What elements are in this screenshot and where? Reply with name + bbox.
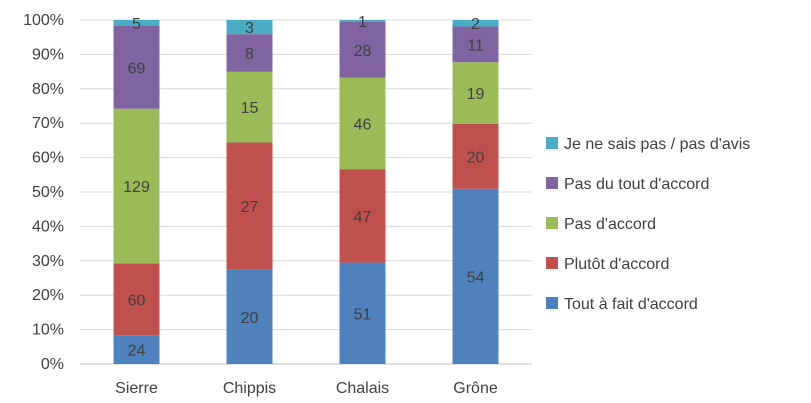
- bar-segment: [226, 20, 273, 35]
- data-label: 60: [128, 292, 146, 309]
- legend-label: Pas du tout d'accord: [564, 176, 709, 193]
- data-label: 54: [467, 269, 485, 286]
- data-label: 129: [123, 179, 150, 196]
- bar-segment: [452, 26, 499, 63]
- data-label: 3: [245, 20, 254, 37]
- legend-swatch: [546, 217, 558, 229]
- data-label: 28: [354, 43, 372, 60]
- bar-segment: [113, 108, 160, 264]
- data-label: 47: [354, 209, 372, 226]
- bar-segment: [339, 169, 386, 263]
- legend-swatch: [546, 297, 558, 309]
- x-tick-label: Sierre: [115, 380, 158, 397]
- y-tick-label: 90%: [32, 46, 64, 63]
- legend-label: Tout à fait d'accord: [564, 296, 698, 313]
- data-label: 15: [241, 100, 259, 117]
- data-label: 24: [128, 343, 146, 360]
- data-label: 5: [132, 16, 141, 33]
- y-tick-label: 20%: [32, 287, 64, 304]
- data-label: 19: [467, 86, 485, 103]
- bar-segment: [339, 77, 386, 170]
- x-axis-tick-labels: Sierre Chippis Chalais Grône: [115, 380, 498, 397]
- bar-segment: [452, 62, 499, 124]
- data-labels: 24 60 129 69 5 20 27 15 8 3 51 47 46 28 1 54 20 19 11 2: [123, 14, 484, 360]
- bar-segment: [452, 20, 499, 27]
- bar-segment: [226, 34, 273, 72]
- y-tick-label: 50%: [32, 184, 64, 201]
- y-tick-label: 70%: [32, 115, 64, 132]
- data-label: 8: [245, 46, 254, 63]
- data-label: 27: [241, 199, 259, 216]
- bar-segment: [113, 25, 160, 109]
- y-tick-label: 0%: [41, 356, 64, 373]
- legend-label: Je ne sais pas / pas d'avis: [564, 136, 750, 153]
- bar-segment: [452, 123, 499, 189]
- legend-swatch: [546, 177, 558, 189]
- y-tick-label: 40%: [32, 218, 64, 235]
- bar-segment: [339, 21, 386, 78]
- data-label: 2: [471, 16, 480, 33]
- data-label: 51: [354, 306, 372, 323]
- legend: Je ne sais pas / pas d'avis Pas du tout d…: [546, 136, 750, 313]
- legend-swatch: [546, 137, 558, 149]
- bar-segment: [113, 20, 160, 26]
- bar-segment: [113, 263, 160, 336]
- bar-segment: [339, 262, 386, 364]
- y-tick-label: 60%: [32, 150, 64, 167]
- legend-label: Plutôt d'accord: [564, 256, 669, 273]
- bar-segment: [339, 20, 386, 22]
- bars: [113, 20, 499, 364]
- bar-segment: [113, 335, 160, 364]
- bar-segment: [226, 142, 273, 270]
- bar-segment: [226, 71, 273, 143]
- bar-segment: [226, 269, 273, 364]
- data-label: 69: [128, 60, 146, 77]
- data-label: 20: [467, 149, 485, 166]
- data-label: 11: [467, 37, 484, 54]
- x-tick-label: Chalais: [336, 380, 389, 397]
- x-tick-label: Chippis: [223, 380, 276, 397]
- data-label: 1: [358, 14, 367, 31]
- y-tick-label: 10%: [32, 322, 64, 339]
- legend-label: Pas d'accord: [564, 216, 656, 233]
- x-tick-label: Grône: [453, 380, 498, 397]
- y-tick-label: 100%: [23, 12, 64, 29]
- legend-swatch: [546, 257, 558, 269]
- bar-segment: [452, 188, 499, 364]
- y-tick-label: 30%: [32, 253, 64, 270]
- y-axis-tick-labels: 0% 10% 20% 30% 40% 50% 60% 70% 80% 90% 100%: [23, 12, 64, 373]
- y-tick-label: 80%: [32, 81, 64, 98]
- data-label: 20: [241, 310, 259, 327]
- data-label: 46: [354, 116, 372, 133]
